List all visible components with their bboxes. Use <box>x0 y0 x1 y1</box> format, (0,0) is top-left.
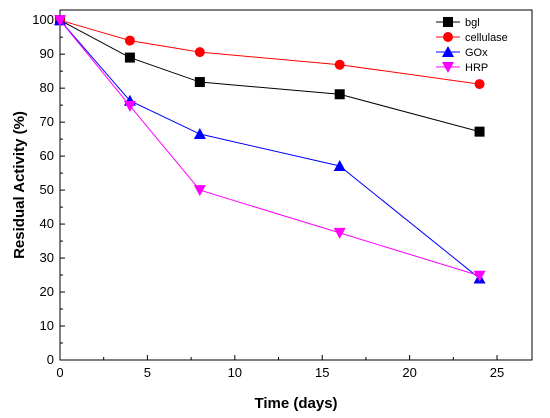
plot-area <box>59 9 533 361</box>
series-line <box>59 19 480 133</box>
x-axis-title: Time (days) <box>254 395 337 412</box>
y-tick-label: 50 <box>40 182 54 197</box>
data-point <box>193 185 206 197</box>
series-line <box>59 19 480 85</box>
legend-label: bgl <box>465 17 480 29</box>
series-line <box>59 19 480 279</box>
y-tick-label: 30 <box>40 250 54 265</box>
legend-label: HRP <box>465 62 488 74</box>
y-tick-label: 0 <box>47 352 54 367</box>
y-tick-label: 60 <box>40 148 54 163</box>
y-tick-label: 10 <box>40 318 54 333</box>
data-point <box>334 59 345 70</box>
data-point <box>473 270 486 282</box>
data-point <box>333 227 346 239</box>
legend: bgl cellulase GOx HRP <box>436 17 508 74</box>
legend-marker <box>443 32 453 42</box>
legend-label: cellulase <box>465 32 508 44</box>
data-point <box>194 47 205 58</box>
y-tick-label: 40 <box>40 216 54 231</box>
data-point <box>334 89 345 100</box>
x-axis: 0 5 10 15 20 25 <box>56 355 504 380</box>
data-point <box>193 128 206 140</box>
x-tick-label: 0 <box>56 365 63 380</box>
legend-marker <box>442 62 454 73</box>
data-point <box>474 79 485 90</box>
series-cellulase <box>55 15 485 90</box>
data-point <box>194 77 205 88</box>
y-tick-label: 20 <box>40 284 54 299</box>
series-gox <box>54 14 486 284</box>
data-point <box>124 35 135 46</box>
y-tick-label: 90 <box>40 46 54 61</box>
legend-label: GOx <box>465 47 488 59</box>
y-tick-label: 100 <box>32 12 54 27</box>
legend-item: GOx <box>436 46 488 59</box>
series-hrp <box>54 15 486 282</box>
y-axis-title: Residual Activity (%) <box>11 111 28 259</box>
x-tick-label: 15 <box>315 365 329 380</box>
data-point <box>474 126 485 137</box>
x-tick-label: 20 <box>402 365 416 380</box>
legend-item: cellulase <box>436 32 508 44</box>
y-axis: 0 10 20 30 40 50 60 70 80 90 100 <box>32 12 65 367</box>
data-point <box>54 15 66 27</box>
x-tick-label: 5 <box>144 365 151 380</box>
series-layer <box>54 14 486 284</box>
y-tick-label: 80 <box>40 80 54 95</box>
y-tick-label: 70 <box>40 114 54 129</box>
x-tick-label: 10 <box>228 365 242 380</box>
data-point <box>333 159 346 171</box>
data-point <box>123 100 136 112</box>
legend-marker <box>442 46 454 57</box>
legend-item: HRP <box>436 62 488 74</box>
legend-marker <box>443 17 453 27</box>
plot-frame <box>59 9 533 361</box>
x-tick-label: 25 <box>490 365 504 380</box>
legend-item: bgl <box>436 17 480 29</box>
data-point <box>124 52 135 63</box>
